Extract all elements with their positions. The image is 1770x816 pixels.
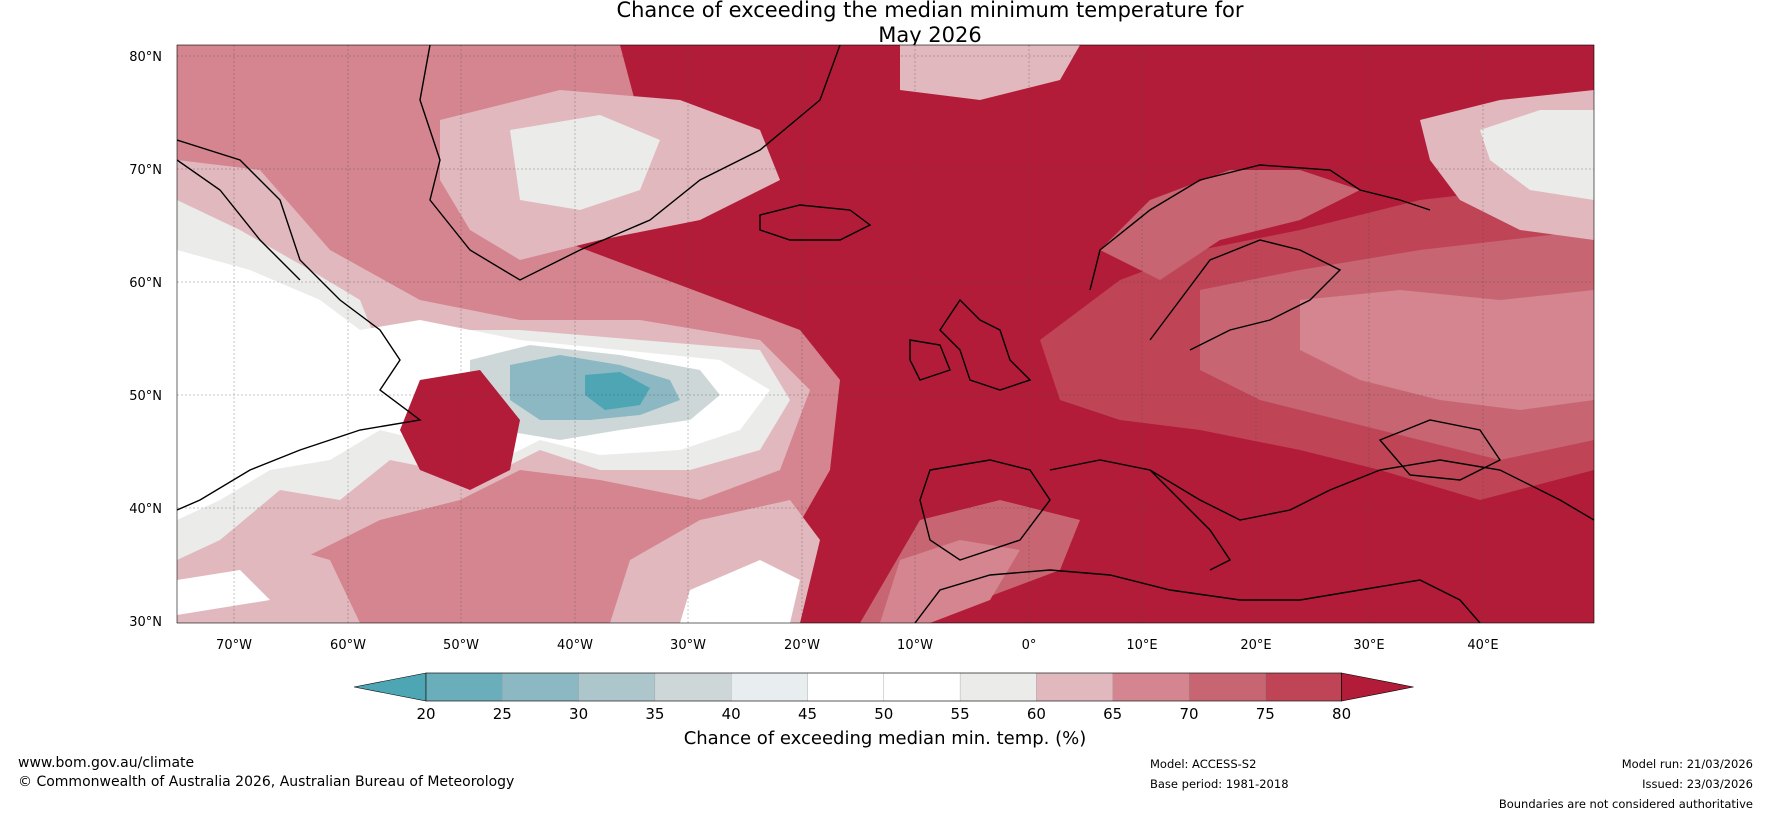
colorbar-tick-label: 45 xyxy=(798,705,817,723)
lat-label: 40°N xyxy=(129,502,162,517)
region-scandinavia-70 xyxy=(1100,170,1360,280)
region-80-nova-scotia xyxy=(400,370,520,490)
coastline-italy xyxy=(1149,469,1232,571)
colorbar-tick-label: 65 xyxy=(1103,705,1122,723)
colorbar-tick-label: 50 xyxy=(874,705,893,723)
coastline-north-america xyxy=(177,139,422,511)
region-northeast-50 xyxy=(1480,110,1594,200)
colorbar-segment xyxy=(578,672,656,702)
title-line-1: Chance of exceeding the median minimum t… xyxy=(616,0,1244,22)
map-frame xyxy=(176,44,1595,624)
lat-label: 60°N xyxy=(129,276,162,291)
lon-label: 10°E xyxy=(1126,638,1157,653)
colorbar-tick-label: 30 xyxy=(569,705,588,723)
graticule xyxy=(177,45,1594,623)
coastline-north-africa xyxy=(914,569,1481,623)
lat-label: 30°N xyxy=(129,615,162,630)
colorbar-tick-label: 55 xyxy=(951,705,970,723)
colorbar-segment xyxy=(731,672,808,702)
coastline-mediterranean-north xyxy=(1049,459,1594,521)
region-20-25-central-atlantic xyxy=(585,372,650,410)
coastline-greenland xyxy=(419,45,841,281)
colorbar-segment xyxy=(425,672,503,702)
lon-label: 40°W xyxy=(557,638,593,653)
coastline-norway xyxy=(1089,164,1431,291)
lon-label: 40°E xyxy=(1467,638,1498,653)
lat-label: 70°N xyxy=(129,163,162,178)
colorbar-tick-label: 35 xyxy=(645,705,664,723)
lon-label: 0° xyxy=(1022,638,1037,653)
map-panel xyxy=(177,45,1594,623)
lat-label: 50°N xyxy=(129,389,162,404)
colorbar-tick-label: 80 xyxy=(1332,705,1351,723)
lon-label: 50°W xyxy=(443,638,479,653)
colorbar-segment xyxy=(1265,672,1342,702)
colorbar-segment xyxy=(654,672,732,702)
footer-disclaimer: Boundaries are not considered authoritat… xyxy=(1498,797,1753,811)
colorbar-arrow-high xyxy=(1341,672,1414,702)
lon-label: 70°W xyxy=(216,638,252,653)
colorbar-tick-label: 40 xyxy=(722,705,741,723)
coastline-labrador xyxy=(177,159,301,281)
colorbar-segment xyxy=(807,672,884,702)
colorbar: 20 25 30 35 40 45 50 55 60 65 70 75 80 xyxy=(353,672,1414,723)
lon-label: 30°W xyxy=(670,638,706,653)
coastline-iceland xyxy=(759,204,872,241)
region-greenland-55 xyxy=(510,115,660,210)
colorbar-title: Chance of exceeding median min. temp. (%… xyxy=(683,728,1087,749)
colorbar-tick-label: 20 xyxy=(416,705,435,723)
region-45-55-subtropical xyxy=(680,560,800,623)
colorbar-arrow-low xyxy=(353,672,427,702)
coastlines xyxy=(177,45,1594,623)
colorbar-segment xyxy=(1112,672,1190,702)
coastline-black-sea xyxy=(1378,419,1502,481)
lon-label: 10°W xyxy=(897,638,933,653)
footer-issued: Issued: 23/03/2026 xyxy=(1642,777,1753,791)
coastline-baltic xyxy=(1149,239,1342,351)
colorbar-tick-label: 25 xyxy=(493,705,512,723)
lon-label: 60°W xyxy=(330,638,366,653)
map-title: Chance of exceeding the median minimum t… xyxy=(0,0,1770,48)
region-west-subtropical-white xyxy=(177,570,270,615)
colorbar-outline xyxy=(425,672,1342,702)
colorbar-tick-label: 75 xyxy=(1256,705,1275,723)
region-eurasia-65 xyxy=(1300,290,1594,410)
colorbar-segment xyxy=(1036,672,1113,702)
region-north-60 xyxy=(900,45,1080,100)
footer-website: www.bom.gov.au/climate xyxy=(18,755,195,771)
coastline-british-isles xyxy=(909,298,1032,391)
lon-label: 30°E xyxy=(1353,638,1384,653)
footer-model-run: Model run: 21/03/2026 xyxy=(1621,757,1753,771)
title-line-2: May 2026 xyxy=(878,23,982,47)
coastline-iberia xyxy=(919,459,1051,561)
colorbar-segment xyxy=(502,672,579,702)
lat-label: 80°N xyxy=(129,50,162,65)
footer-copyright: © Commonwealth of Australia 2026, Austra… xyxy=(18,774,515,790)
colorbar-tick-label: 70 xyxy=(1179,705,1198,723)
colorbar-segment xyxy=(883,672,961,702)
lon-label: 20°W xyxy=(784,638,820,653)
lon-label: 20°E xyxy=(1240,638,1271,653)
footer-model: Model: ACCESS-S2 xyxy=(1150,757,1257,771)
latitude-labels: 80°N 70°N 60°N 50°N 40°N 30°N xyxy=(129,50,162,630)
colorbar-segment xyxy=(1188,672,1266,702)
colorbar-segment xyxy=(959,672,1037,702)
colorbar-tick-label: 60 xyxy=(1027,705,1046,723)
longitude-labels: 70°W 60°W 50°W 40°W 30°W 20°W 10°W 0° 10… xyxy=(216,638,1499,653)
footer-base-period: Base period: 1981-2018 xyxy=(1150,777,1289,791)
